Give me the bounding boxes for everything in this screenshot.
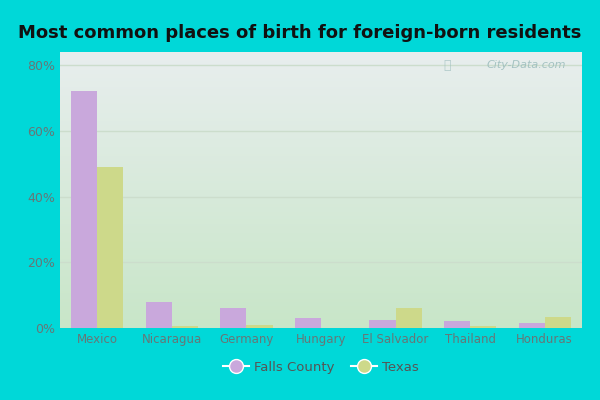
- Text: Most common places of birth for foreign-born residents: Most common places of birth for foreign-…: [19, 24, 581, 42]
- Bar: [395, 308, 422, 328]
- Bar: [470, 326, 496, 328]
- Bar: [146, 302, 172, 328]
- Bar: [444, 322, 470, 328]
- Bar: [71, 92, 97, 328]
- Bar: [247, 325, 272, 328]
- Text: Ⓢ: Ⓢ: [443, 59, 451, 72]
- Bar: [545, 316, 571, 328]
- Legend: Falls County, Texas: Falls County, Texas: [218, 356, 424, 379]
- Bar: [518, 323, 545, 328]
- Bar: [172, 326, 198, 328]
- Bar: [370, 320, 395, 328]
- Bar: [220, 308, 247, 328]
- Bar: [295, 318, 321, 328]
- Bar: [97, 167, 124, 328]
- Text: City-Data.com: City-Data.com: [487, 60, 566, 70]
